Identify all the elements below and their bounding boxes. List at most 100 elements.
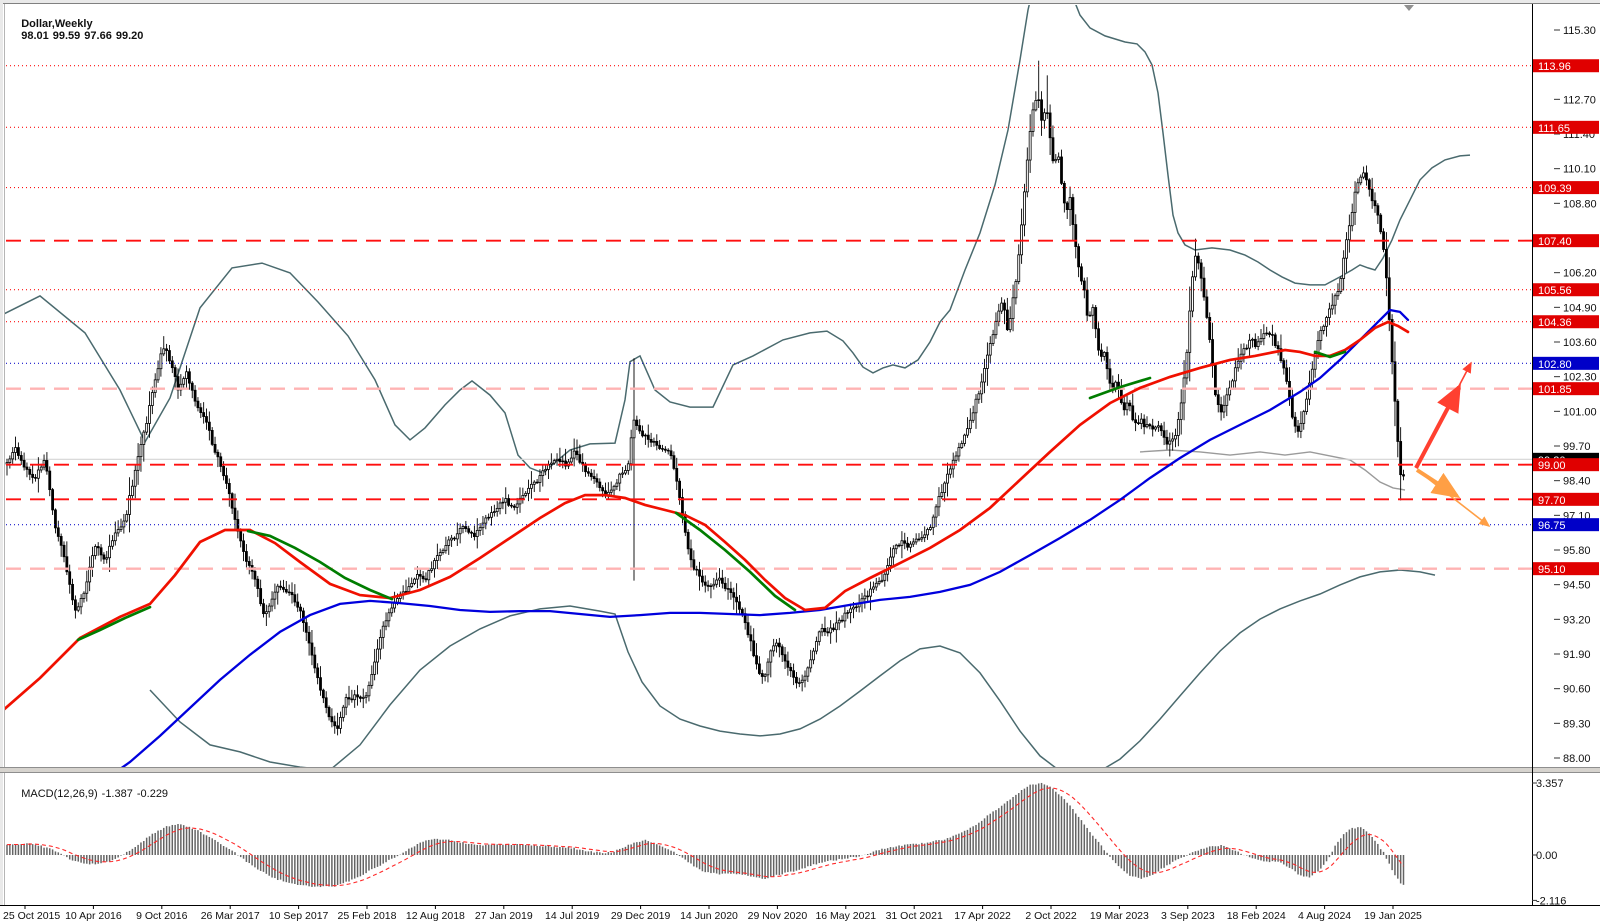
candle-body — [889, 556, 892, 566]
candle-body — [1402, 474, 1405, 477]
candle-body — [262, 603, 265, 615]
candle-body — [230, 493, 234, 509]
price-axis-label: 108.80 — [1563, 198, 1597, 210]
candle-body — [609, 489, 613, 493]
candle-body — [176, 376, 180, 391]
candle-body — [535, 481, 539, 484]
candle-body — [512, 505, 516, 508]
candle-body — [62, 544, 66, 558]
candle-body — [558, 458, 562, 463]
candle-body — [1179, 402, 1183, 420]
candle-body — [356, 694, 359, 698]
price-badge-107.40 — [1533, 234, 1599, 248]
candle-body — [279, 585, 283, 588]
candle-body — [1276, 345, 1280, 350]
panel-separator[interactable] — [0, 767, 1600, 773]
candle-body — [840, 619, 844, 622]
candle-body — [920, 537, 924, 540]
candle-body — [461, 526, 465, 529]
candle-body — [187, 371, 191, 384]
candle-body — [301, 610, 305, 624]
candle-body — [1085, 289, 1089, 316]
candle-body — [740, 608, 744, 614]
candle-body — [367, 684, 371, 697]
candle-body — [1008, 318, 1012, 331]
candle-body — [971, 412, 975, 421]
candle-body — [344, 697, 348, 708]
macd-panel[interactable] — [6, 782, 1405, 888]
candle-body — [1353, 191, 1357, 213]
chart-title: Dollar,Weekly 98.01 99.59 97.66 99.20 — [9, 6, 147, 54]
macd-main-value: -1.387 — [101, 788, 133, 800]
price-axis[interactable]: 115.30112.70111.40110.10108.80106.20104.… — [1532, 25, 1599, 907]
candle-body — [222, 466, 226, 477]
candle-body — [247, 561, 251, 566]
trend-arrow-orange — [1416, 469, 1491, 527]
candle-body — [413, 578, 416, 584]
price-badge-113.96 — [1533, 59, 1599, 73]
candle-body — [911, 541, 915, 545]
candle-body — [316, 667, 320, 679]
candle-body — [1174, 435, 1177, 440]
date-axis-label: 27 Jan 2019 — [475, 910, 533, 922]
candle-body — [196, 400, 200, 409]
candle-body — [1387, 277, 1391, 320]
candle-body — [139, 444, 143, 458]
candle-body — [210, 430, 214, 445]
candle-body — [378, 637, 382, 650]
price-axis-label: 95.80 — [1563, 545, 1591, 557]
price-badge-label: 99.00 — [1538, 460, 1566, 472]
price-badge-97.70 — [1533, 492, 1599, 506]
candle-body — [253, 570, 257, 580]
candle-body — [849, 608, 852, 613]
candle-body — [555, 458, 559, 462]
candle-body — [1060, 156, 1063, 184]
candle-body — [321, 689, 325, 699]
candle-body — [1182, 377, 1186, 404]
candle-body — [635, 419, 639, 426]
candle-body — [883, 573, 887, 581]
candle-body — [715, 579, 719, 585]
candle-body — [541, 470, 545, 477]
candle-body — [304, 622, 308, 633]
candle-body — [1245, 347, 1249, 350]
candles-group — [5, 60, 1405, 736]
candle-body — [347, 697, 351, 700]
candle-body — [501, 501, 505, 504]
candle-body — [712, 583, 716, 587]
main-plot-area[interactable] — [0, 0, 1532, 783]
candle-body — [1157, 425, 1160, 428]
candle-body — [937, 496, 941, 508]
time-axis[interactable]: 25 Oct 2015 10 Apr 2016 9 Oct 2016 26 Mar 2… — [3, 905, 1422, 922]
candle-body — [1148, 424, 1152, 427]
candle-body — [270, 598, 274, 607]
candle-body — [216, 451, 220, 458]
secondary-band — [1139, 449, 1406, 491]
candle-body — [661, 448, 664, 450]
candle-body — [267, 605, 271, 613]
price-axis-label: 101.00 — [1563, 406, 1597, 418]
candle-body — [1216, 394, 1220, 406]
candle-body — [74, 599, 77, 611]
date-axis-label: 3 Sep 2023 — [1161, 910, 1215, 922]
candle-body — [692, 559, 696, 570]
candle-body — [669, 450, 673, 457]
candle-body — [447, 539, 451, 546]
candle-body — [182, 378, 186, 385]
candle-body — [515, 503, 519, 508]
price-axis-label: 104.90 — [1563, 302, 1597, 314]
price-axis-label: 98.40 — [1563, 476, 1591, 488]
candle-body — [689, 548, 693, 561]
macd-axis-label: -2.116 — [1536, 895, 1566, 907]
candle-body — [1379, 214, 1383, 233]
candle-body — [817, 631, 821, 642]
candle-body — [410, 582, 414, 588]
candle-body — [193, 389, 197, 402]
candle-body — [624, 470, 627, 474]
candle-body — [510, 504, 513, 507]
candle-body — [760, 673, 764, 677]
candle-body — [373, 661, 377, 675]
candle-body — [48, 470, 52, 491]
